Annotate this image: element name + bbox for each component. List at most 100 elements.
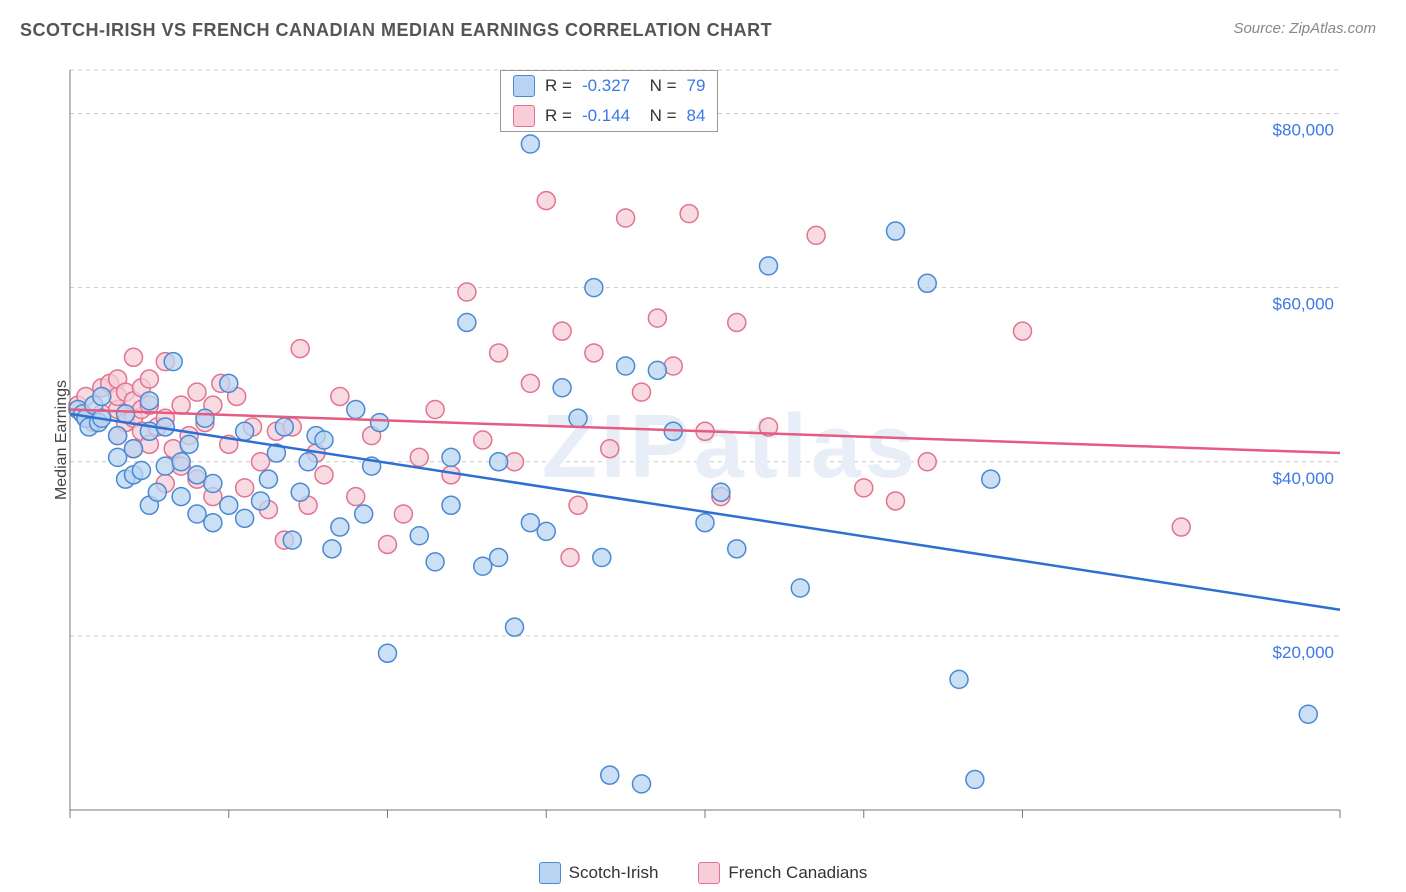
data-point bbox=[109, 448, 127, 466]
data-point bbox=[140, 392, 158, 410]
r-value: -0.144 bbox=[582, 106, 630, 126]
data-point bbox=[490, 549, 508, 567]
data-point bbox=[585, 279, 603, 297]
data-point bbox=[553, 322, 571, 340]
data-point bbox=[236, 422, 254, 440]
data-point bbox=[164, 353, 182, 371]
data-point bbox=[331, 518, 349, 536]
n-value: 84 bbox=[687, 106, 706, 126]
data-point bbox=[918, 453, 936, 471]
data-point bbox=[93, 387, 111, 405]
legend-swatch bbox=[698, 862, 720, 884]
data-point bbox=[601, 766, 619, 784]
data-point bbox=[807, 226, 825, 244]
n-label: N = bbox=[640, 106, 676, 126]
data-point bbox=[950, 670, 968, 688]
data-point bbox=[426, 553, 444, 571]
data-point bbox=[252, 453, 270, 471]
data-point bbox=[355, 505, 373, 523]
data-point bbox=[537, 522, 555, 540]
data-point bbox=[291, 483, 309, 501]
data-point bbox=[887, 492, 905, 510]
data-point bbox=[521, 135, 539, 153]
data-point bbox=[220, 374, 238, 392]
scatter-plot-svg: ZIPatlas$20,000$40,000$60,000$80,0000.0%… bbox=[50, 60, 1360, 820]
series-swatch bbox=[513, 75, 535, 97]
data-point bbox=[109, 427, 127, 445]
data-point bbox=[125, 440, 143, 458]
data-point bbox=[156, 457, 174, 475]
r-value: -0.327 bbox=[582, 76, 630, 96]
r-label: R = bbox=[545, 76, 572, 96]
correlation-row: R =-0.327 N =79 bbox=[501, 71, 717, 101]
data-point bbox=[633, 383, 651, 401]
data-point bbox=[537, 192, 555, 210]
r-label: R = bbox=[545, 106, 572, 126]
data-point bbox=[132, 461, 150, 479]
data-point bbox=[180, 435, 198, 453]
data-point bbox=[664, 357, 682, 375]
data-point bbox=[601, 440, 619, 458]
data-point bbox=[426, 401, 444, 419]
data-point bbox=[315, 431, 333, 449]
data-point bbox=[521, 374, 539, 392]
data-point bbox=[148, 483, 166, 501]
data-point bbox=[633, 775, 651, 793]
data-point bbox=[712, 483, 730, 501]
data-point bbox=[379, 535, 397, 553]
data-point bbox=[617, 357, 635, 375]
data-point bbox=[331, 387, 349, 405]
data-point bbox=[887, 222, 905, 240]
series-swatch bbox=[513, 105, 535, 127]
data-point bbox=[283, 531, 301, 549]
data-point bbox=[410, 527, 428, 545]
data-point bbox=[490, 453, 508, 471]
data-point bbox=[442, 448, 460, 466]
legend-item: French Canadians bbox=[698, 862, 867, 884]
source-label: Source: ZipAtlas.com bbox=[1233, 20, 1376, 37]
data-point bbox=[506, 618, 524, 636]
legend-label: Scotch-Irish bbox=[569, 863, 659, 883]
data-point bbox=[125, 348, 143, 366]
data-point bbox=[188, 505, 206, 523]
data-point bbox=[347, 401, 365, 419]
data-point bbox=[196, 409, 214, 427]
chart-title: SCOTCH-IRISH VS FRENCH CANADIAN MEDIAN E… bbox=[20, 20, 772, 41]
data-point bbox=[648, 309, 666, 327]
data-point bbox=[117, 405, 135, 423]
data-point bbox=[236, 509, 254, 527]
data-point bbox=[458, 283, 476, 301]
data-point bbox=[569, 409, 587, 427]
data-point bbox=[172, 453, 190, 471]
data-point bbox=[696, 514, 714, 532]
y-tick-label: $60,000 bbox=[1273, 295, 1334, 314]
data-point bbox=[474, 557, 492, 575]
data-point bbox=[299, 453, 317, 471]
chart-container: SCOTCH-IRISH VS FRENCH CANADIAN MEDIAN E… bbox=[0, 0, 1406, 892]
data-point bbox=[966, 771, 984, 789]
data-point bbox=[585, 344, 603, 362]
data-point bbox=[379, 644, 397, 662]
plot-area: Median Earnings ZIPatlas$20,000$40,000$6… bbox=[50, 60, 1360, 820]
data-point bbox=[410, 448, 428, 466]
data-point bbox=[394, 505, 412, 523]
data-point bbox=[760, 257, 778, 275]
data-point bbox=[291, 340, 309, 358]
legend-swatch bbox=[539, 862, 561, 884]
correlation-legend: R =-0.327 N =79R =-0.144 N =84 bbox=[500, 70, 718, 132]
data-point bbox=[204, 475, 222, 493]
data-point bbox=[791, 579, 809, 597]
data-point bbox=[593, 549, 611, 567]
data-point bbox=[569, 496, 587, 514]
data-point bbox=[490, 344, 508, 362]
data-point bbox=[982, 470, 1000, 488]
data-point bbox=[458, 313, 476, 331]
data-point bbox=[252, 492, 270, 510]
data-point bbox=[1299, 705, 1317, 723]
n-value: 79 bbox=[687, 76, 706, 96]
legend-label: French Canadians bbox=[728, 863, 867, 883]
data-point bbox=[680, 205, 698, 223]
data-point bbox=[188, 466, 206, 484]
data-point bbox=[617, 209, 635, 227]
data-point bbox=[1172, 518, 1190, 536]
